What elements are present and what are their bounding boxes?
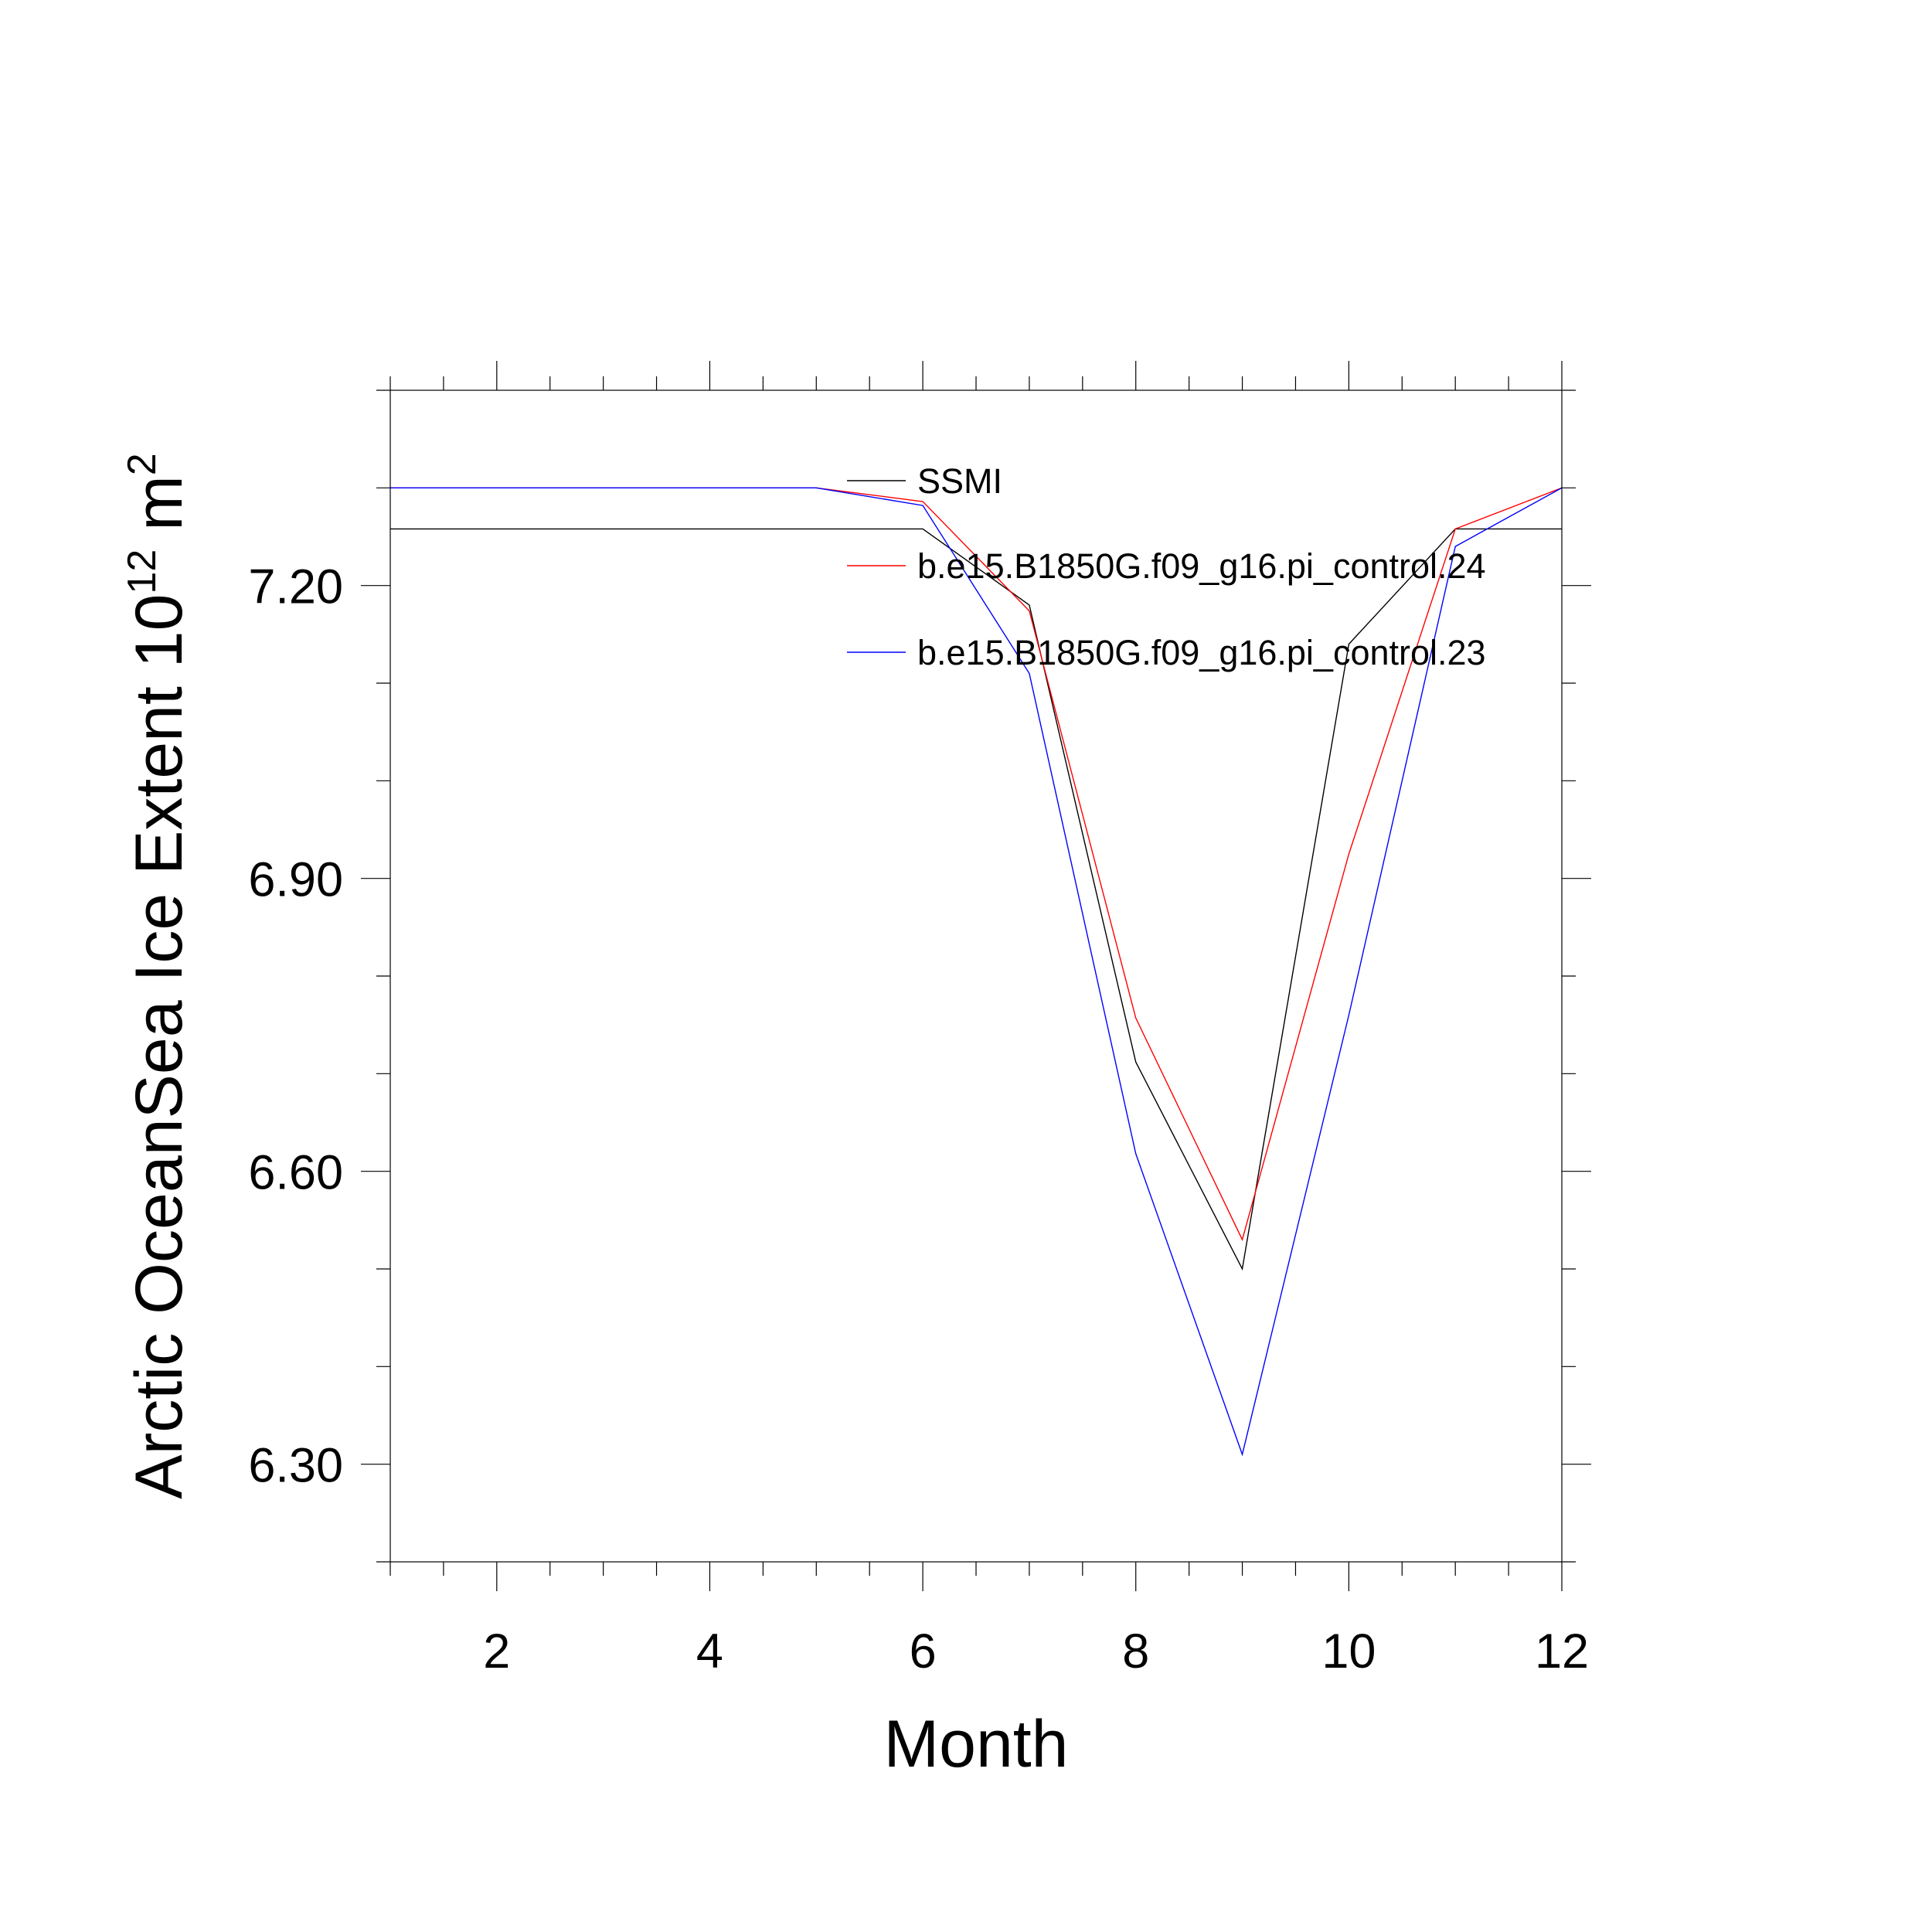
tick-labels: 2 4 6 8 10 12 6.30 6.60 6.90 7.20	[248, 560, 1589, 1679]
legend-label-1: SSMI	[917, 461, 1002, 501]
y-axis-title-unit: m	[122, 475, 196, 549]
x-tick-label: 2	[483, 1624, 510, 1679]
y-tick-label: 7.20	[248, 560, 343, 614]
x-tick-label: 12	[1535, 1624, 1589, 1679]
series-lines	[390, 487, 1563, 1457]
y-tick-label: 6.90	[248, 853, 343, 907]
minor-ticks	[376, 376, 1576, 1576]
series-line-3	[390, 487, 1563, 1457]
plot-frame	[389, 389, 1563, 1563]
y-axis-title-exponent: 12	[120, 549, 165, 594]
legend: SSMI b.e15.B1850G.f09_g16.pi_control.24 b.…	[847, 461, 1486, 672]
y-axis-title-text: Arctic OceanSea Ice Extent 10	[122, 594, 196, 1499]
x-tick-label: 10	[1321, 1624, 1376, 1679]
legend-label-3: b.e15.B1850G.f09_g16.pi_control.23	[917, 633, 1486, 672]
y-axis-title: Arctic OceanSea Ice Extent 1012 m2	[120, 453, 196, 1498]
major-ticks	[361, 361, 1591, 1591]
y-tick-label: 6.60	[248, 1146, 343, 1200]
series-line-1	[390, 528, 1562, 1271]
y-axis-title-unit-exponent: 2	[120, 453, 165, 475]
x-tick-label: 8	[1122, 1624, 1149, 1679]
x-tick-label: 6	[910, 1624, 937, 1679]
series-line-2	[390, 487, 1563, 1242]
y-tick-label: 6.30	[248, 1439, 343, 1493]
x-axis-title: Month	[883, 1707, 1068, 1781]
x-tick-label: 4	[696, 1624, 723, 1679]
legend-label-2: b.e15.B1850G.f09_g16.pi_control.24	[917, 546, 1486, 586]
